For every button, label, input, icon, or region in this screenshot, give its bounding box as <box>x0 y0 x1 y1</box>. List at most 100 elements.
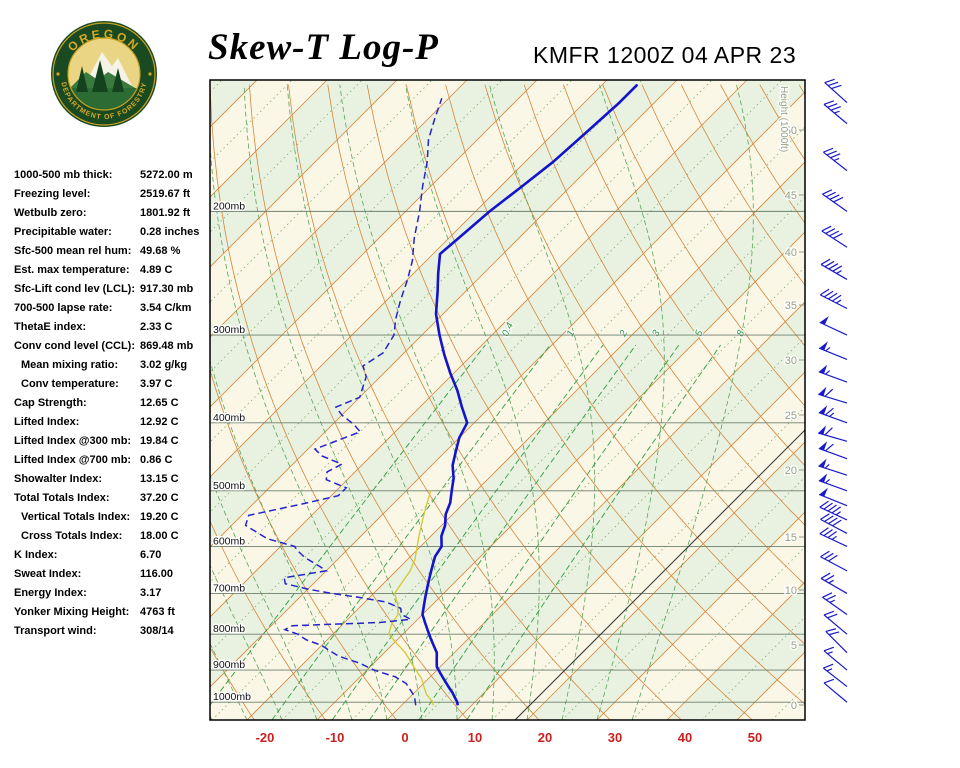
wind-barb-half <box>835 299 842 304</box>
index-value: 12.92 C <box>140 416 179 428</box>
isotherm-line <box>807 80 960 720</box>
index-value: 116.00 <box>140 568 174 580</box>
dry-adiabat <box>445 84 805 645</box>
wind-barb-feather <box>830 105 841 111</box>
station-time-label: KMFR 1200Z 04 APR 23 <box>533 42 797 68</box>
index-value: 2519.67 ft <box>140 188 191 200</box>
temp-tick-label: -10 <box>326 730 345 745</box>
index-row: Conv temperature: 3.97 C <box>14 375 219 394</box>
moist-adiabat <box>210 474 318 720</box>
logo-dot-right <box>148 72 152 76</box>
index-row: K Index: 6.70 <box>14 546 219 565</box>
temp-band <box>807 80 960 720</box>
wind-barb-half <box>826 668 833 672</box>
wind-barb-flag <box>818 473 828 483</box>
index-row: Vertical Totals Index: 19.20 C <box>14 508 219 527</box>
isotherm-5c-line <box>631 546 805 720</box>
tree-icon <box>76 66 88 92</box>
moist-adiabat <box>210 715 213 720</box>
isotherm-5c-line <box>211 126 805 720</box>
isotherm-5c-line <box>421 336 805 720</box>
index-label: Wetbulb zero: <box>14 207 87 219</box>
wind-barb-feather <box>830 153 841 159</box>
height-tick-label: 15 <box>785 532 797 544</box>
pressure-label: 400mb <box>213 412 245 424</box>
dry-adiabat <box>798 84 805 96</box>
wind-barb-feather <box>831 84 842 90</box>
wind-barb-half <box>825 478 830 484</box>
index-label: 700-500 lapse rate: <box>14 302 113 314</box>
wind-barb-feather <box>828 517 838 525</box>
sounding-traces <box>244 83 639 706</box>
moist-adiabat <box>286 84 458 720</box>
dry-adiabat <box>405 84 805 705</box>
moist-adiabat <box>0 85 107 720</box>
index-value: 0.86 C <box>140 454 173 466</box>
wind-barb-feather <box>829 194 840 200</box>
moist-adiabat <box>210 138 388 720</box>
moist-adiabat <box>489 84 596 720</box>
index-row: Lifted Index @300 mb: 19.84 C <box>14 432 219 451</box>
index-label: ThetaE index: <box>14 321 87 333</box>
moist-adiabat <box>339 84 495 720</box>
temp-tick-label: 30 <box>608 730 622 745</box>
mixing-ratio-line <box>210 344 486 706</box>
wind-barb-feather <box>820 550 830 558</box>
wind-barb-feather <box>824 515 834 522</box>
index-row: Lifted Index: 12.92 C <box>14 413 219 432</box>
reference-line <box>514 429 805 720</box>
wind-barb-feather <box>825 594 836 601</box>
dewpoint-trace <box>244 97 443 706</box>
dry-adiabat <box>602 84 805 407</box>
wind-barb-feather <box>823 502 833 510</box>
index-label: Conv cond level (CCL): <box>14 340 136 352</box>
wind-barb-half <box>824 463 830 469</box>
index-value: 13.15 C <box>140 473 179 485</box>
isotherm-line <box>0 80 187 720</box>
index-value: 2.33 C <box>140 321 173 333</box>
wind-barb-feather <box>822 592 833 598</box>
wind-barb-feather <box>824 427 833 436</box>
wind-barb-staff <box>817 432 848 442</box>
dry-adiabat <box>523 84 805 526</box>
wind-barb-staff <box>820 263 848 280</box>
index-row: Conv cond level (CCL): 869.48 mb <box>14 337 219 356</box>
index-label: Sweat Index: <box>14 568 82 580</box>
mixing-ratio-line <box>369 344 637 720</box>
index-value: 869.48 mb <box>140 340 194 352</box>
indices-panel: 1000-500 mb thick: 5272.00 m Freezing leve… <box>14 166 219 641</box>
height-tick-label: 35 <box>785 300 797 312</box>
index-row: Sfc-Lift cond lev (LCL): 917.30 mb <box>14 280 219 299</box>
wind-barb-feather <box>823 529 833 537</box>
index-value: 4.89 C <box>140 264 173 276</box>
plot-frame <box>209 79 806 721</box>
index-row: Total Totals Index: 37.20 C <box>14 489 219 508</box>
wind-barb-feather <box>831 506 841 514</box>
wind-barb-flag <box>818 425 827 435</box>
isotherm-line <box>210 80 608 478</box>
index-row: Showalter Index: 13.15 C <box>14 470 219 489</box>
temp-band <box>210 80 805 687</box>
wind-barb-feather <box>824 78 835 84</box>
moist-adiabat <box>23 85 142 720</box>
wind-barb-half <box>834 110 840 114</box>
wind-barb-feather <box>824 388 834 397</box>
wind-barb-feather <box>829 230 840 237</box>
index-value: 6.70 <box>140 549 162 561</box>
wind-barb-feather <box>819 288 830 296</box>
height-tick-label: 30 <box>785 355 797 367</box>
logo-dot-left <box>56 72 60 76</box>
index-value: 18.00 C <box>140 530 179 542</box>
height-tick-label: 50 <box>785 125 797 137</box>
wind-barb-flag <box>819 341 828 351</box>
wind-barb-feather <box>827 531 837 539</box>
temp-tick-label: 20 <box>538 730 552 745</box>
wind-barb-flag <box>819 487 828 497</box>
logo-scene <box>68 52 140 110</box>
isotherm-line <box>210 80 678 548</box>
index-row: 1000-500 mb thick: 5272.00 m <box>14 166 219 185</box>
moist-adiabat <box>210 564 283 720</box>
index-value: 3.54 C/km <box>140 302 192 314</box>
temp-tick-label: 10 <box>468 730 482 745</box>
